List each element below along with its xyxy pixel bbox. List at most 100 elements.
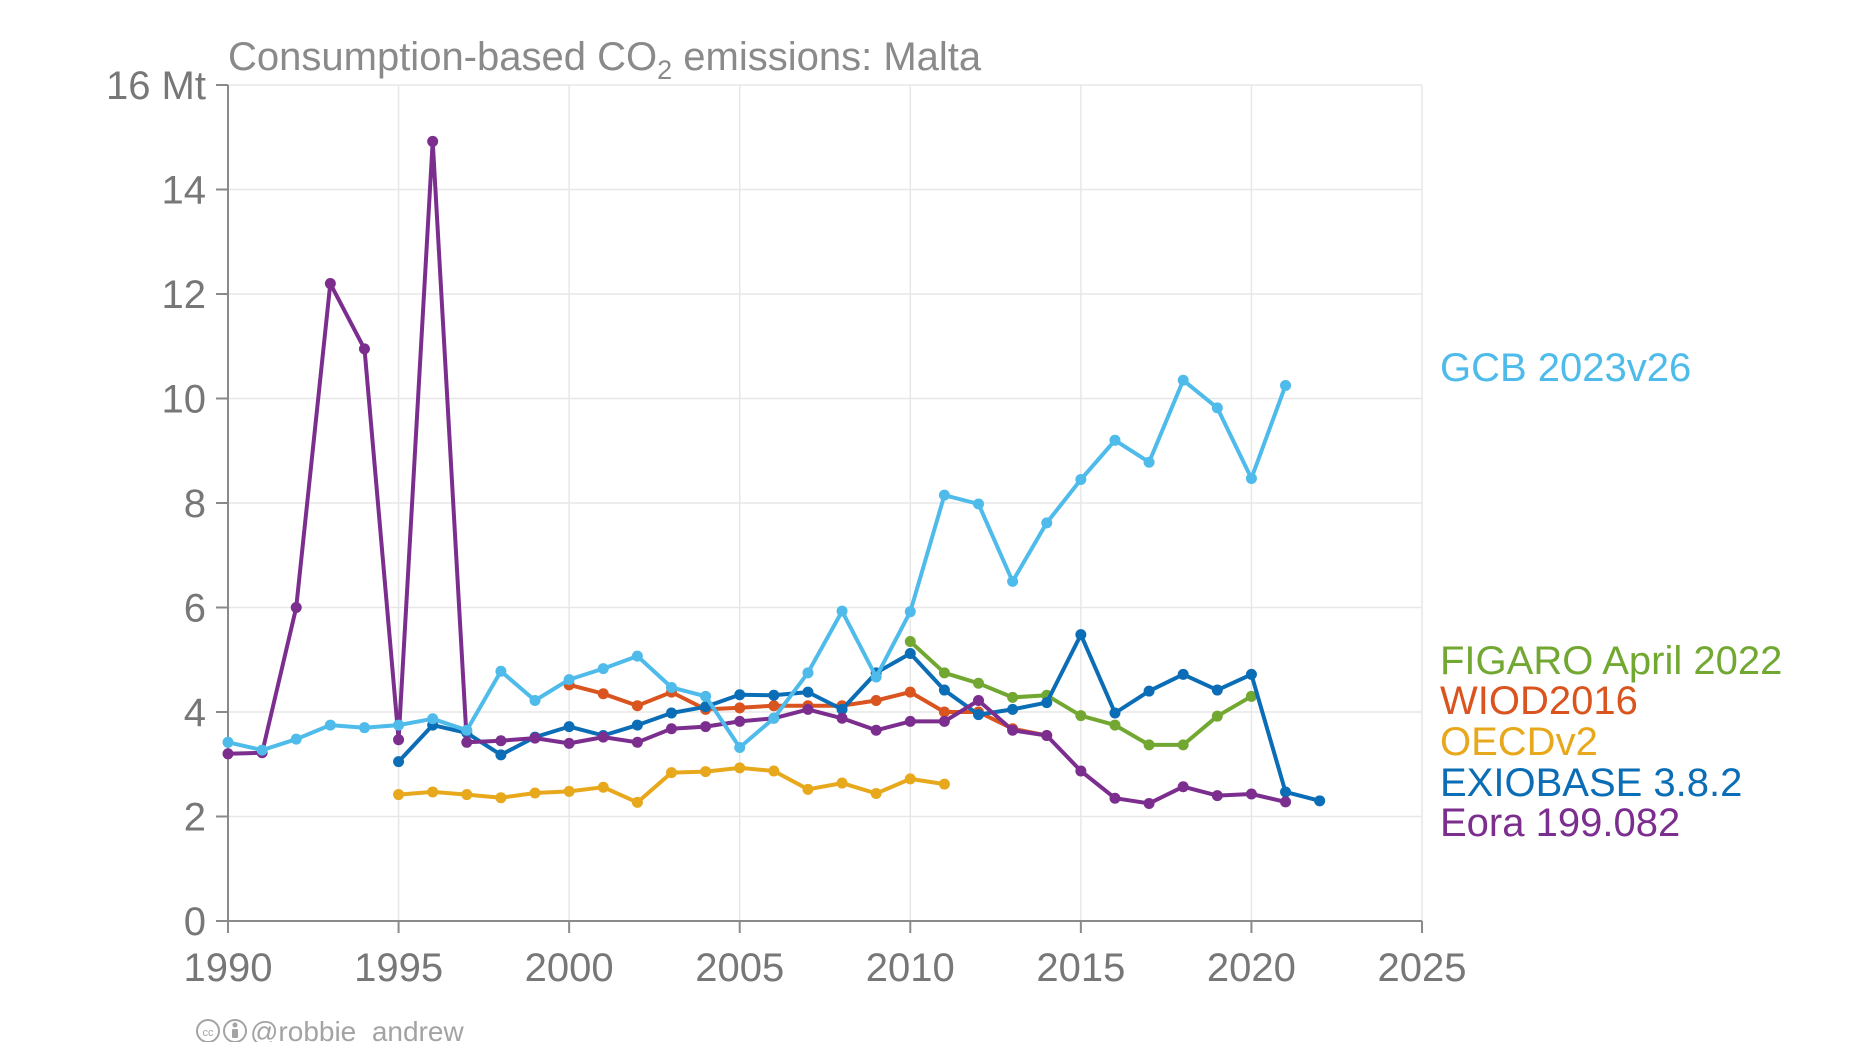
data-point: [1280, 786, 1292, 798]
data-point: [768, 689, 780, 701]
data-point: [256, 744, 268, 756]
data-point: [1177, 739, 1189, 751]
y-tick-label: 10: [162, 378, 207, 422]
data-point: [427, 786, 439, 798]
data-point: [1245, 788, 1257, 800]
data-point: [563, 737, 575, 749]
data-point: [563, 785, 575, 797]
x-tick-label: 2010: [866, 946, 955, 990]
axes: [216, 84, 1423, 933]
y-tick-label: 6: [184, 587, 206, 631]
data-point: [529, 695, 541, 707]
data-point: [836, 777, 848, 789]
data-point: [1041, 730, 1053, 742]
series-gcb-2023v26: [222, 374, 1292, 756]
data-point: [1075, 710, 1087, 722]
data-point: [563, 721, 575, 733]
data-point: [597, 663, 609, 675]
data-point: [1143, 797, 1155, 809]
data-point: [734, 715, 746, 727]
y-tick-label: 14: [162, 169, 207, 213]
data-point: [1143, 456, 1155, 468]
data-point: [1109, 707, 1121, 719]
cc-icon: cc: [196, 1019, 220, 1042]
by-icon: [223, 1019, 247, 1042]
data-point: [938, 715, 950, 727]
data-point: [734, 742, 746, 754]
data-point: [734, 762, 746, 774]
data-point: [904, 686, 916, 698]
data-point: [768, 700, 780, 712]
data-point: [1075, 765, 1087, 777]
data-point: [1075, 629, 1087, 641]
data-point: [631, 700, 643, 712]
data-point: [1007, 575, 1019, 587]
data-point: [495, 792, 507, 804]
data-point: [734, 689, 746, 701]
chart-title: Consumption-based CO2 emissions: Malta: [228, 35, 982, 85]
data-point: [324, 278, 336, 290]
data-point: [904, 773, 916, 785]
data-point: [836, 605, 848, 617]
data-point: [495, 749, 507, 761]
data-point: [1211, 790, 1223, 802]
data-point: [904, 715, 916, 727]
data-point: [290, 602, 302, 613]
data-point: [1177, 374, 1189, 386]
data-point: [324, 719, 336, 731]
data-point: [1177, 668, 1189, 680]
data-point: [393, 719, 405, 731]
data-point: [938, 667, 950, 679]
credit-handle: @robbie_andrew: [250, 1016, 464, 1042]
data-point: [904, 635, 916, 647]
data-point: [768, 765, 780, 777]
data-point: [1280, 796, 1292, 808]
data-point: [427, 713, 439, 725]
legend-item: Eora 199.082: [1440, 801, 1680, 845]
data-point: [870, 671, 882, 683]
data-point: [802, 783, 814, 795]
title-suffix: emissions: Malta: [672, 35, 982, 79]
y-tick-label: 2: [184, 796, 206, 840]
x-tick-label: 2020: [1207, 946, 1296, 990]
labels-layer: 1990 1995 2000 2005 2010 2015 2020 2025 0 2 4 6 8 10 1…: [106, 64, 1467, 990]
data-point: [393, 756, 405, 768]
data-point: [1245, 668, 1257, 680]
data-point: [597, 688, 609, 700]
series-line: [226, 378, 1288, 753]
data-point: [563, 674, 575, 686]
credit: cc @robbie_andrew: [196, 1016, 464, 1042]
data-point: [495, 665, 507, 677]
data-point: [1109, 434, 1121, 446]
x-tick-label: 2015: [1036, 946, 1125, 990]
data-point: [665, 767, 677, 779]
x-tick-label: 1995: [354, 946, 443, 990]
data-point: [1007, 724, 1019, 736]
data-point: [222, 736, 234, 748]
data-point: [836, 703, 848, 715]
data-point: [1211, 402, 1223, 414]
y-tick-label: 4: [184, 691, 206, 735]
data-point: [1280, 379, 1292, 391]
data-point: [597, 731, 609, 743]
data-point: [1143, 685, 1155, 697]
data-point: [1075, 473, 1087, 485]
data-point: [222, 748, 234, 760]
data-point: [631, 650, 643, 662]
data-point: [665, 723, 677, 735]
svg-text:cc: cc: [203, 1027, 215, 1039]
data-point: [461, 789, 473, 801]
x-tick-label: 1990: [184, 946, 273, 990]
gridlines: [227, 84, 1423, 922]
series-oecdv2: [393, 762, 950, 808]
data-point: [358, 722, 370, 734]
data-point: [1245, 690, 1257, 702]
data-point: [1041, 697, 1053, 709]
y-tick-label: 12: [162, 273, 207, 317]
data-point: [597, 781, 609, 793]
data-point: [393, 789, 405, 801]
series-line: [226, 139, 1288, 806]
data-point: [665, 681, 677, 693]
data-point: [870, 695, 882, 707]
